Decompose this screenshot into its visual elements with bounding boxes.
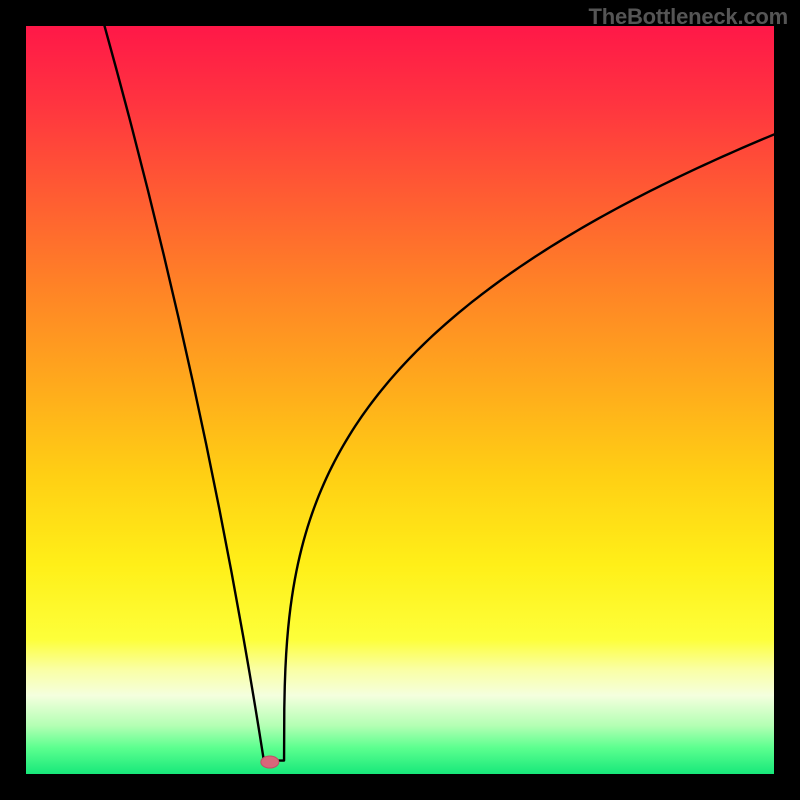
bottleneck-chart <box>0 0 800 800</box>
chart-container: TheBottleneck.com <box>0 0 800 800</box>
watermark-text: TheBottleneck.com <box>588 4 788 30</box>
optimal-point-marker <box>261 756 279 768</box>
